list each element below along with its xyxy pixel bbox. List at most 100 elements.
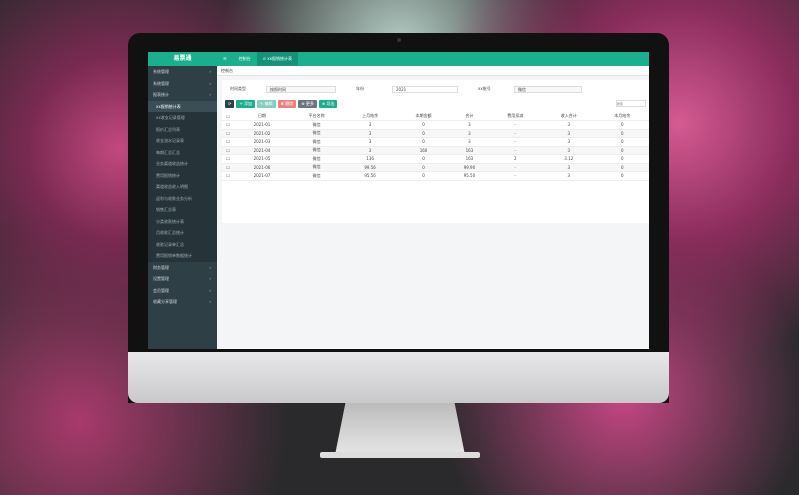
table-row[interactable]: ☐ 2021-04 微信 3 160 163-3 0 bbox=[222, 146, 649, 155]
more-button[interactable]: ⊕ 更多 bbox=[298, 100, 317, 108]
export-button[interactable]: ⊕ 导出 bbox=[318, 100, 338, 108]
sidebar-item[interactable]: 费用报销单数据统计 bbox=[148, 250, 217, 262]
sidebar-item[interactable]: 业务渠道收益统计 bbox=[148, 158, 217, 170]
sidebar-item-label: 会员管理 bbox=[153, 287, 169, 293]
tab-bar: ☰ 控制台 ⊙ xx报销统计表 bbox=[217, 52, 649, 66]
select-all-checkbox[interactable]: ☐ bbox=[222, 112, 234, 121]
sidebar-item[interactable]: 收支流水记录表 bbox=[148, 135, 217, 147]
sidebar-item[interactable]: 系统管理 › bbox=[148, 66, 217, 78]
year-input[interactable]: 2021 bbox=[392, 85, 458, 93]
chevron-icon: › bbox=[209, 264, 211, 270]
row-checkbox[interactable]: ☐ bbox=[222, 171, 234, 181]
sidebar-item[interactable]: 系统管理 › bbox=[148, 78, 217, 90]
menu-toggle-icon[interactable]: ☰ bbox=[223, 56, 227, 61]
table-cell: 3 bbox=[343, 120, 397, 130]
sidebar-item[interactable]: 设置管理 › bbox=[148, 273, 217, 285]
table-row[interactable]: ☐ 2021-07 微信 95.56 0 95.50-3 0 bbox=[222, 171, 649, 181]
table-row[interactable]: ☐ 2021-03 微信 3 0 3-3 0 bbox=[222, 137, 649, 147]
row-checkbox[interactable]: ☐ bbox=[222, 154, 234, 164]
row-checkbox[interactable]: ☐ bbox=[222, 120, 234, 130]
table-cell: 0 bbox=[595, 120, 649, 130]
table-cell: 163 bbox=[450, 146, 489, 155]
table-cell: 0 bbox=[595, 146, 649, 155]
sidebar-item[interactable]: 返利与收款业务分析 bbox=[148, 192, 217, 204]
sidebar-item-label: 返利与收款业务分析 bbox=[156, 195, 192, 201]
table-cell: 0 bbox=[595, 163, 649, 172]
sidebar-item[interactable]: 报表统计 › bbox=[148, 89, 217, 101]
sidebar-item[interactable]: 月收款汇总统计 bbox=[148, 227, 217, 239]
monitor-chin bbox=[128, 352, 669, 403]
sidebar-item[interactable]: 分类收款统计表 bbox=[148, 215, 217, 227]
sidebar-item-label: 系统管理 bbox=[153, 80, 169, 86]
column-header[interactable]: 费用扣减 bbox=[488, 112, 543, 121]
sidebar-item[interactable]: 渠道收益收入明细 bbox=[148, 181, 217, 193]
table-cell: 微信 bbox=[289, 154, 344, 164]
sidebar-item[interactable]: 费用报销统计 bbox=[148, 169, 217, 181]
type-select[interactable]: 按照时间 bbox=[266, 85, 336, 93]
table-cell: 95.50 bbox=[450, 171, 489, 181]
tab-dashboard[interactable]: 控制台 bbox=[238, 56, 251, 61]
data-table: ☐ 日期 平台名称 上月结余 本期金额 合计 费用扣减 收入合计 本月结余 ☐ 2021-01 微信 3… bbox=[222, 112, 649, 181]
table-row[interactable]: ☐ 2021-06 微信 99.56 0 99.90-3 0 bbox=[222, 163, 649, 172]
row-checkbox[interactable]: ☐ bbox=[222, 163, 234, 172]
row-checkbox[interactable]: ☐ bbox=[222, 146, 234, 155]
column-header[interactable]: 平台名称 bbox=[289, 112, 344, 121]
sidebar-item[interactable]: 会员管理 › bbox=[148, 285, 217, 297]
sidebar-item-label: 渠道收益收入明细 bbox=[156, 184, 188, 189]
table-cell: - bbox=[488, 137, 543, 147]
column-header[interactable]: 本月结余 bbox=[595, 112, 649, 121]
row-checkbox[interactable]: ☐ bbox=[222, 137, 234, 147]
monitor-stand bbox=[335, 403, 465, 455]
sidebar-item[interactable]: 每期汇总汇总 bbox=[148, 146, 217, 158]
table-row[interactable]: ☐ 2021-05 微信 136 0 163 2 3.12 0 bbox=[222, 154, 649, 164]
table-row[interactable]: ☐ 2021-01 微信 3 0 3-3 0 bbox=[222, 120, 649, 130]
sidebar-item[interactable]: 报价汇总列表 bbox=[148, 123, 217, 135]
column-header[interactable]: 日期 bbox=[234, 112, 290, 121]
search-input[interactable] bbox=[616, 100, 646, 107]
sidebar-item-label: 收支流水记录表 bbox=[156, 138, 184, 143]
table-cell: 3 bbox=[542, 163, 596, 172]
refresh-button[interactable]: ⟳ bbox=[225, 100, 235, 108]
sidebar: 易票通 系统管理 › 系统管理 › 报表统计 › xx报销统计表 xx收支记录管理 报价汇总列表… bbox=[148, 52, 217, 349]
sidebar-item-label: 报表统计 bbox=[153, 92, 169, 97]
sidebar-item[interactable]: 销售汇总表 bbox=[148, 204, 217, 216]
table-cell: 微信 bbox=[289, 146, 344, 155]
sidebar-item[interactable]: 收藏分享管理 › bbox=[148, 296, 217, 308]
table-cell: 3 bbox=[542, 146, 596, 155]
column-header[interactable]: 本期金额 bbox=[396, 112, 451, 121]
report-panel: 时间类型 按照时间 年份 2021 xx账号 微信 ⟳ + 添加 ✎ 编辑 ✖ … bbox=[222, 80, 649, 223]
table-cell: - bbox=[488, 163, 543, 172]
table-row[interactable]: ☐ 2021-02 微信 3 0 3-3 0 bbox=[222, 129, 649, 138]
chevron-icon: › bbox=[209, 92, 211, 97]
table-cell: 3.12 bbox=[542, 154, 596, 164]
table-cell: 2021-01 bbox=[234, 120, 290, 130]
table-cell: 2021-05 bbox=[234, 154, 290, 164]
column-header[interactable]: 合计 bbox=[450, 112, 489, 121]
sidebar-item[interactable]: xx收支记录管理 bbox=[148, 112, 217, 124]
edit-button[interactable]: ✎ 编辑 bbox=[256, 100, 276, 108]
table-cell: 3 bbox=[542, 171, 596, 181]
table-cell: 0 bbox=[595, 129, 649, 138]
table-cell: 163 bbox=[450, 154, 489, 164]
add-button[interactable]: + 添加 bbox=[236, 100, 255, 108]
tab-report[interactable]: ⊙ xx报销统计表 bbox=[256, 52, 298, 66]
platform-select[interactable]: 微信 bbox=[514, 85, 582, 93]
sidebar-item[interactable]: 财务管理 › bbox=[148, 262, 217, 274]
sidebar-item[interactable]: xx报销统计表 bbox=[148, 100, 217, 112]
table-cell: 2021-02 bbox=[234, 129, 290, 138]
table-cell: 微信 bbox=[289, 137, 344, 147]
sidebar-item[interactable]: 收款记录单汇总 bbox=[148, 238, 217, 250]
sidebar-item-label: 业务渠道收益统计 bbox=[156, 161, 188, 166]
column-header[interactable]: 上月结余 bbox=[343, 112, 397, 121]
sidebar-item-label: 收款记录单汇总 bbox=[156, 241, 184, 247]
column-header[interactable]: 收入合计 bbox=[542, 112, 596, 121]
table-cell: 微信 bbox=[289, 129, 344, 138]
table-cell: 3 bbox=[542, 129, 596, 138]
table-cell: 3 bbox=[343, 129, 397, 138]
table-cell: 0 bbox=[396, 137, 451, 147]
table-cell: 2021-03 bbox=[234, 137, 290, 147]
delete-button[interactable]: ✖ 删除 bbox=[277, 100, 297, 108]
breadcrumb: 控制台 bbox=[217, 66, 649, 76]
year-label: 年份 bbox=[356, 86, 364, 91]
row-checkbox[interactable]: ☐ bbox=[222, 129, 234, 138]
